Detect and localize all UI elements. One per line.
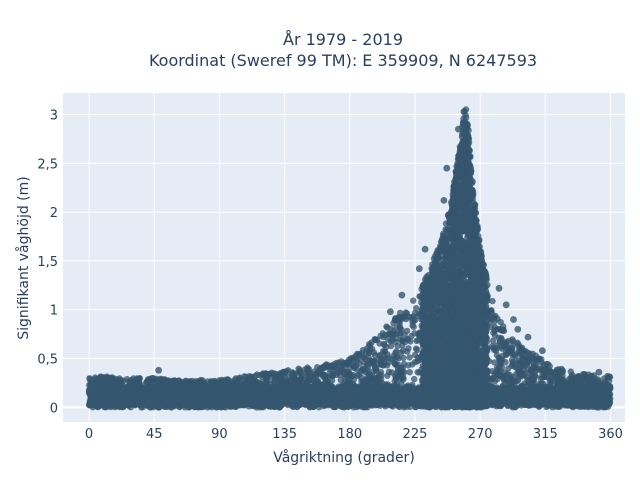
chart-title-line-1: År 1979 - 2019 <box>283 30 403 49</box>
data-points <box>85 106 614 411</box>
data-point <box>406 354 413 361</box>
data-point <box>391 360 398 367</box>
data-point <box>409 361 416 368</box>
data-point <box>384 324 391 331</box>
data-point <box>397 329 404 337</box>
data-point <box>530 374 537 381</box>
chart-title-line-2: Koordinat (Sweref 99 TM): E 359909, N 62… <box>149 51 537 70</box>
data-point <box>413 305 420 312</box>
data-point <box>406 369 413 376</box>
data-point <box>381 348 388 355</box>
data-point <box>411 375 418 383</box>
data-point <box>403 310 411 317</box>
data-point <box>381 341 388 349</box>
data-point <box>136 375 143 382</box>
data-point <box>471 201 479 208</box>
data-point <box>491 359 498 366</box>
